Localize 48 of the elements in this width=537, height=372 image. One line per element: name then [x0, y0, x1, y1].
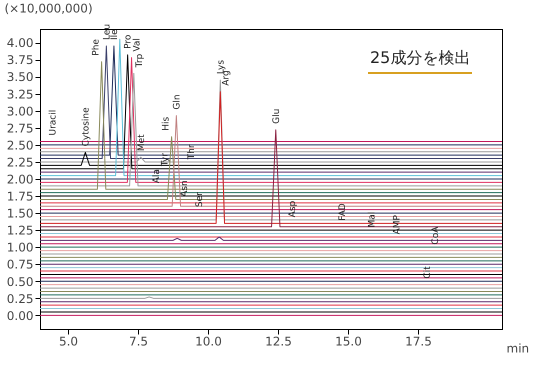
y-tick-label: 3.00 [6, 104, 34, 118]
x-tick-label: 15.0 [335, 334, 362, 348]
y-tick-label: 0.00 [6, 308, 34, 323]
annotation: Ile [110, 28, 120, 40]
annotation: Pro [124, 34, 134, 49]
y-tick-label: 1.50 [6, 206, 34, 221]
annotation: CoA [430, 226, 441, 245]
y-axis-title: (×10,000,000) [4, 2, 93, 16]
y-tick-label: 3.50 [6, 70, 34, 84]
y-tick-label: 2.75 [6, 121, 34, 136]
x-tick-label: 17.5 [405, 334, 432, 348]
annotation: Glu [272, 108, 282, 124]
y-tick-label: 3.25 [6, 87, 34, 102]
annotation: Met [136, 134, 147, 152]
y-tick-label: 1.75 [6, 190, 34, 204]
annotation: Tyr [160, 152, 171, 168]
x-tick-label: 5.0 [58, 334, 78, 348]
annotation: Uracil [48, 110, 58, 136]
y-tick-label: 1.25 [6, 224, 34, 238]
annotation: Ser [194, 192, 205, 208]
y-tick-label: 0.25 [6, 292, 34, 306]
annotation: Phe [92, 38, 102, 56]
annotation: Val [132, 38, 143, 52]
annotation: FAD [338, 203, 348, 221]
y-tick-label: 2.00 [6, 172, 34, 186]
annotation: His [162, 116, 172, 131]
y-tick-label: 4.00 [6, 36, 34, 50]
annotation: AMP [392, 214, 403, 234]
x-tick-label: 7.5 [128, 334, 148, 348]
y-tick-label: 1.00 [6, 240, 34, 255]
annotation: 25成分を検出 [368, 48, 472, 74]
y-tick-label: 0.75 [6, 258, 34, 272]
annotation: Asn [180, 180, 190, 197]
annotation: Cytosine [81, 106, 92, 146]
y-tick-label: 0.50 [6, 274, 34, 289]
annotation: Mal [368, 212, 378, 228]
annotation: Cit [422, 266, 433, 279]
annotation: Ala [152, 169, 162, 184]
y-tick-label: 2.25 [6, 155, 34, 170]
annotation: Trp [134, 53, 145, 68]
annotation: Gln [172, 94, 182, 110]
annotation: Thr [186, 144, 197, 160]
y-tick-label: 3.75 [6, 53, 34, 68]
x-tick-label: 10.0 [195, 334, 222, 348]
annotation: Asp [288, 200, 298, 218]
x-tick-label: 12.5 [265, 334, 292, 348]
y-tick-label: 2.50 [6, 138, 34, 152]
x-axis-title: min [506, 342, 530, 356]
